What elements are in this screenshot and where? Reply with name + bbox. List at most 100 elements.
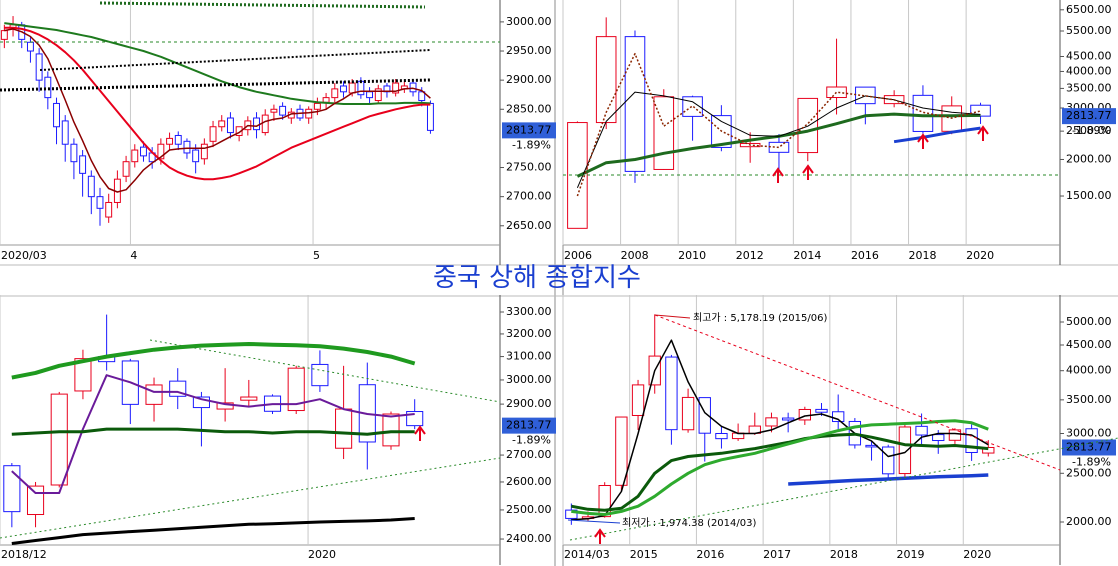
y-tick-label: 4000.00 [1066, 64, 1112, 77]
x-tick-label: 2015 [630, 548, 658, 561]
x-tick-label: 2014 [793, 249, 821, 262]
candle-body [357, 80, 365, 96]
candle-body [145, 384, 163, 405]
x-tick-label: 2019 [897, 548, 925, 561]
annotation-pointer [567, 519, 621, 524]
x-tick-label: 4 [130, 249, 137, 262]
candle-body [87, 175, 95, 198]
x-tick-label: 2010 [678, 249, 706, 262]
y-tick-label: 5000.00 [1066, 315, 1112, 328]
y-tick-label: 2900.00 [506, 73, 552, 86]
y-tick-label: 3500.00 [1066, 81, 1112, 94]
candle-body [131, 149, 139, 163]
chart-panel: 6500.005500.004500.004000.003500.003000.… [562, 0, 1116, 265]
x-tick-label: 2012 [736, 249, 764, 262]
change-label: -1.89% [512, 138, 551, 151]
annotation: 최고가 : 5,178.19 (2015/06) [693, 312, 827, 324]
moving-average-line [4, 26, 431, 181]
candle-body [624, 36, 646, 172]
candle-body [832, 411, 845, 423]
moving-average-line [571, 339, 989, 521]
x-tick-label: 2016 [851, 249, 879, 262]
candle-body [855, 86, 876, 105]
moving-average-line [11, 427, 415, 436]
candle-body [392, 82, 400, 94]
y-tick-label: 2750.00 [506, 161, 552, 174]
candle-body [287, 367, 305, 412]
candle-body [322, 97, 330, 103]
candle-body [35, 53, 43, 81]
candle-body [313, 102, 321, 110]
candle-body [279, 105, 287, 116]
arrow [802, 164, 814, 180]
x-tick-label: 2018 [830, 548, 858, 561]
moving-average-line [576, 52, 981, 197]
y-tick-label: 1500.00 [1066, 189, 1112, 202]
candle-body [331, 88, 339, 99]
candle-body [200, 143, 208, 160]
x-tick-label: 2018/12 [1, 548, 47, 561]
x-tick-label: 2018 [909, 249, 937, 262]
candle-body [96, 196, 104, 209]
candle-body [768, 141, 790, 153]
candle-body [915, 425, 928, 436]
y-tick-label: 2950.00 [506, 44, 552, 57]
candle-body [797, 97, 819, 154]
x-tick-label: 2020 [966, 249, 994, 262]
y-tick-label: 3000.00 [506, 15, 552, 28]
candle-body [965, 428, 978, 453]
candle-body [698, 397, 711, 434]
y-tick-label: 2500.00 [1066, 466, 1112, 479]
candle-body [409, 82, 417, 93]
candle-body [174, 134, 182, 145]
candle-body [665, 356, 678, 431]
moving-average-line [11, 374, 415, 494]
candle-body [898, 426, 912, 475]
x-tick-label: 5 [313, 249, 320, 262]
candle-body [815, 408, 828, 413]
candle-body [912, 94, 934, 132]
candle-body [348, 82, 356, 94]
moving-average-line [4, 28, 431, 193]
chart-panel: 5000.00 4500.00 4000.00 3500.00 3000.00 2500.… [562, 295, 1116, 565]
candle-body [565, 509, 578, 519]
y-tick-label: 2400.00 [506, 532, 552, 545]
decorations [0, 1, 1118, 541]
candle-body [335, 408, 353, 449]
arrow [772, 167, 784, 183]
candle-body [218, 120, 226, 128]
trend-line [39, 49, 431, 71]
last-price-box [1062, 439, 1116, 456]
candle-body [882, 446, 895, 475]
y-tick-label: 3500.00 [1066, 393, 1112, 406]
y-tick-label: 2650.00 [506, 219, 552, 232]
candle-body [426, 102, 434, 131]
candle-body [374, 88, 382, 102]
arrow [977, 125, 989, 141]
candle-body [226, 117, 234, 134]
candle-body [61, 120, 69, 145]
x-tick-label: 2020 [963, 548, 991, 561]
last-price-label: 2813.77 [1066, 440, 1112, 453]
y-tick-label: 3000.00 [506, 373, 552, 386]
candle-body [765, 417, 778, 427]
candle-body [826, 86, 847, 99]
moving-average-line [571, 419, 989, 516]
candle-body [44, 76, 52, 99]
y-tick-label: 2600.00 [506, 475, 552, 488]
signal-arrows [414, 125, 989, 544]
candle-body [240, 396, 258, 401]
candle-body [261, 114, 269, 134]
page-title: 중국 상해 종합지수 [433, 263, 641, 293]
y-tick-label: 3300.00 [506, 305, 552, 318]
arrow [414, 425, 426, 441]
x-tick-label: 2016 [696, 548, 724, 561]
chart-panel: 3300.00 3200.00 3100.00 3000.00 2900.00 2700.… [0, 295, 556, 565]
candle-body [0, 30, 8, 40]
trend-line [0, 457, 501, 539]
candle-body [270, 108, 278, 113]
candle-body [932, 434, 945, 442]
candle-body [216, 402, 234, 410]
candle-body [598, 485, 611, 518]
